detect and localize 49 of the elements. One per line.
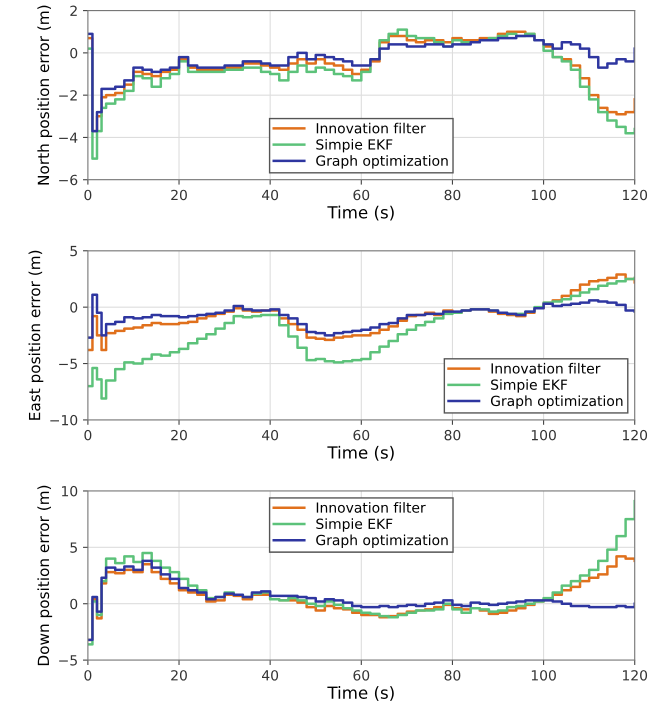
x-tick-label: 60	[353, 670, 370, 681]
x-tick-label: 60	[353, 430, 370, 440]
legend-label: Simpie EKF	[316, 518, 392, 532]
y-tick-label: −10	[50, 414, 78, 426]
x-tick-label: 100	[532, 430, 556, 440]
x-tick-label: 0	[84, 190, 92, 200]
x-axis-title: Time (s)	[327, 206, 394, 221]
y-tick-label: 2	[70, 6, 77, 16]
x-tick-label: 80	[444, 190, 460, 200]
legend-label: Simpie EKF	[491, 379, 568, 393]
y-tick-label: −5	[59, 655, 77, 666]
y-tick-label: 10	[62, 486, 78, 496]
legend-label: Innovation filter	[492, 362, 600, 374]
legend-label: Innovation filter	[316, 502, 426, 513]
x-tick-label: 60	[353, 190, 370, 200]
y-tick-label: −5	[59, 358, 77, 370]
x-tick-label: 20	[171, 670, 187, 681]
x-tick-label: 100	[532, 670, 556, 681]
x-axis-title: Time (s)	[327, 686, 394, 701]
y-tick-label: 5	[70, 542, 77, 553]
y-tick-label: −4	[59, 132, 78, 143]
legend-label: Innovation filter	[316, 122, 426, 134]
legend-label: Graph optimization	[490, 395, 622, 409]
x-tick-label: 120	[622, 430, 648, 440]
x-tick-label: 40	[262, 430, 278, 440]
y-tick-label: 0	[70, 48, 78, 58]
y-tick-label: −2	[59, 90, 77, 100]
y-tick-label: 0	[70, 598, 78, 610]
y-tick-label: 5	[70, 246, 77, 256]
x-tick-label: 80	[444, 670, 460, 681]
legend-label: Graph optimization	[316, 534, 448, 548]
y-axis-title: East position error (m)	[28, 250, 44, 420]
y-axis-title: North position error (m)	[37, 6, 52, 184]
x-axis-title: Time (s)	[327, 446, 394, 461]
y-tick-label: −6	[59, 174, 78, 186]
legend-label: Graph optimization	[316, 155, 448, 169]
x-tick-label: 40	[262, 670, 278, 681]
x-tick-label: 0	[84, 430, 92, 440]
x-tick-label: 0	[84, 670, 92, 681]
y-axis-title: Down position error (m)	[37, 486, 52, 666]
x-tick-label: 20	[171, 430, 187, 440]
x-tick-label: 120	[622, 190, 648, 200]
x-tick-label: 80	[444, 430, 460, 440]
x-tick-label: 100	[532, 190, 556, 200]
y-tick-label: 0	[70, 302, 78, 313]
x-tick-label: 40	[262, 190, 278, 200]
x-tick-label: 120	[622, 670, 648, 681]
x-tick-label: 20	[171, 190, 187, 200]
legend-label: Simpie EKF	[316, 138, 392, 152]
